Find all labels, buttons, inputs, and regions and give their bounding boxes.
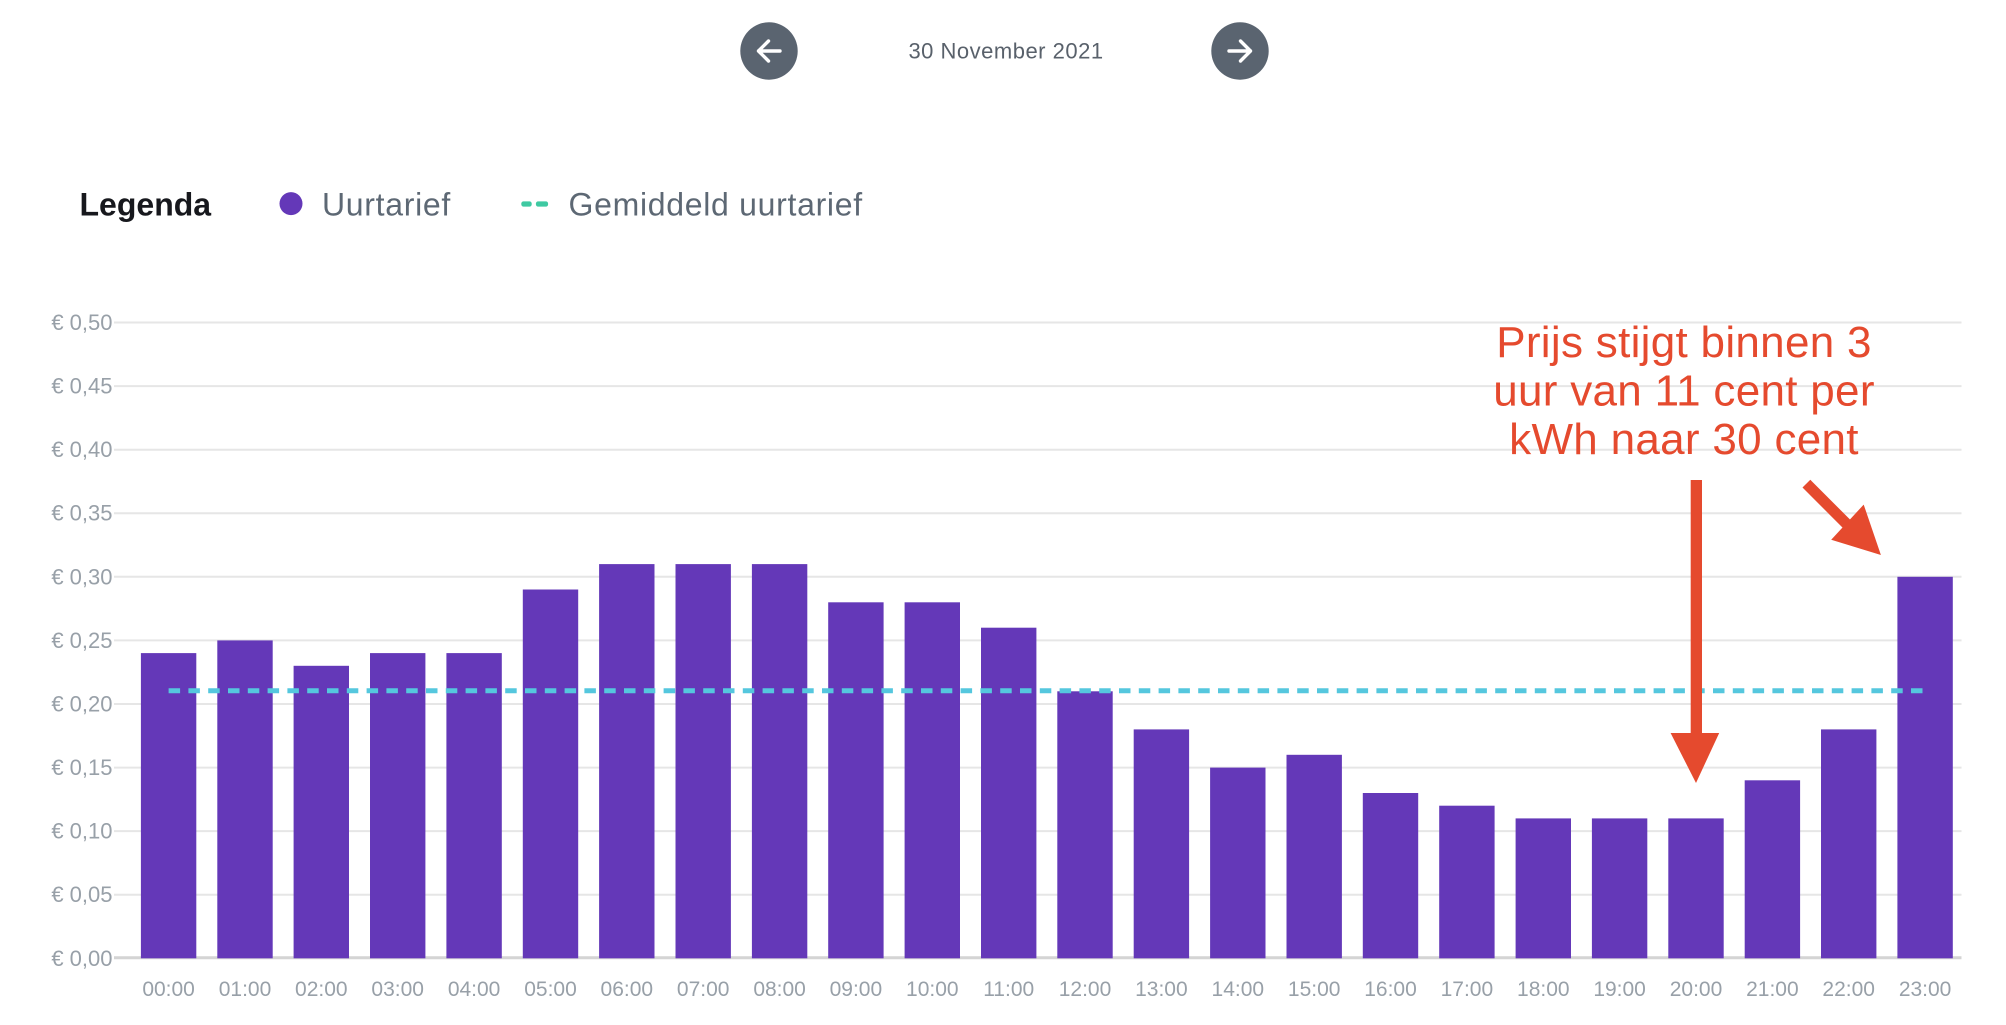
svg-text:€ 0,45: € 0,45 [51,374,112,399]
svg-text:16:00: 16:00 [1364,978,1417,1001]
svg-text:23:00: 23:00 [1899,978,1952,1001]
svg-text:Legenda: Legenda [80,187,212,223]
svg-text:09:00: 09:00 [830,978,883,1001]
svg-text:18:00: 18:00 [1517,978,1570,1001]
svg-text:21:00: 21:00 [1746,978,1799,1001]
svg-text:€ 0,05: € 0,05 [51,882,112,907]
svg-text:€ 0,00: € 0,00 [51,946,112,971]
svg-text:Prijs stijgt binnen 3: Prijs stijgt binnen 3 [1496,318,1872,367]
svg-text:22:00: 22:00 [1822,978,1875,1001]
svg-text:€ 0,10: € 0,10 [51,819,112,844]
svg-text:20:00: 20:00 [1670,978,1723,1001]
svg-text:€ 0,20: € 0,20 [51,692,112,717]
svg-text:uur van 11 cent per: uur van 11 cent per [1493,367,1875,416]
svg-text:14:00: 14:00 [1212,978,1265,1001]
svg-text:€ 0,40: € 0,40 [51,437,112,462]
svg-text:30 November 2021: 30 November 2021 [908,39,1103,64]
svg-text:kWh naar 30 cent: kWh naar 30 cent [1509,415,1859,464]
svg-text:08:00: 08:00 [753,978,806,1001]
svg-text:€ 0,50: € 0,50 [51,310,112,335]
svg-text:€ 0,35: € 0,35 [51,501,112,526]
svg-text:04:00: 04:00 [448,978,501,1001]
svg-text:Gemiddeld uurtarief: Gemiddeld uurtarief [569,187,863,223]
svg-text:05:00: 05:00 [524,978,577,1001]
svg-text:€ 0,15: € 0,15 [51,755,112,780]
svg-text:01:00: 01:00 [219,978,272,1001]
svg-text:12:00: 12:00 [1059,978,1112,1001]
svg-text:02:00: 02:00 [295,978,348,1001]
svg-text:€ 0,25: € 0,25 [51,628,112,653]
svg-text:03:00: 03:00 [371,978,424,1001]
svg-text:19:00: 19:00 [1593,978,1646,1001]
svg-text:€ 0,30: € 0,30 [51,564,112,589]
svg-text:07:00: 07:00 [677,978,730,1001]
svg-text:15:00: 15:00 [1288,978,1341,1001]
svg-text:11:00: 11:00 [983,978,1034,1001]
svg-text:Uurtarief: Uurtarief [322,187,451,223]
svg-text:06:00: 06:00 [601,978,654,1001]
svg-text:00:00: 00:00 [142,978,195,1001]
svg-text:10:00: 10:00 [906,978,959,1001]
svg-text:13:00: 13:00 [1135,978,1188,1001]
svg-text:17:00: 17:00 [1441,978,1494,1001]
